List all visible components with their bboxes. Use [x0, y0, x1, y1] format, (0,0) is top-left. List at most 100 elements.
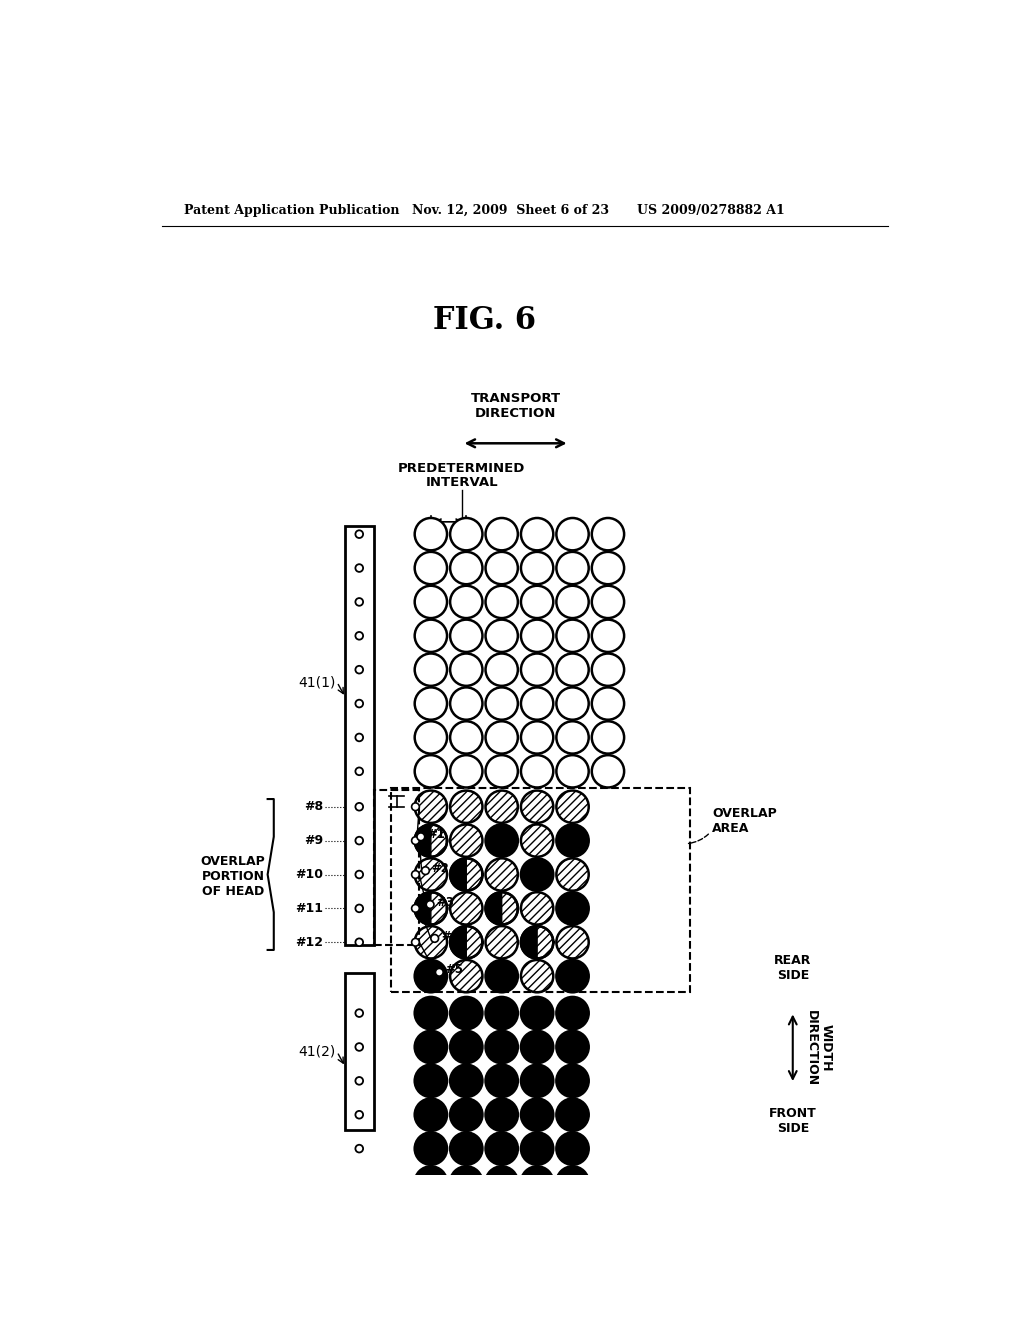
Circle shape	[426, 900, 434, 908]
Circle shape	[592, 721, 625, 754]
Circle shape	[592, 755, 625, 788]
Circle shape	[355, 1043, 364, 1051]
Circle shape	[355, 939, 364, 946]
Text: #4: #4	[441, 929, 459, 942]
Circle shape	[355, 665, 364, 673]
Circle shape	[556, 552, 589, 585]
Circle shape	[485, 586, 518, 618]
Circle shape	[422, 867, 429, 875]
Circle shape	[592, 653, 625, 686]
Text: #1: #1	[427, 828, 444, 841]
Circle shape	[485, 688, 518, 719]
Circle shape	[521, 892, 553, 924]
Text: TRANSPORT
DIRECTION: TRANSPORT DIRECTION	[470, 392, 560, 420]
Circle shape	[355, 734, 364, 742]
Circle shape	[556, 997, 589, 1030]
Circle shape	[485, 1031, 518, 1063]
Circle shape	[521, 755, 553, 788]
Circle shape	[355, 1111, 364, 1118]
Circle shape	[485, 1098, 518, 1131]
Text: #9: #9	[304, 834, 323, 847]
Polygon shape	[451, 927, 466, 958]
Circle shape	[415, 927, 447, 958]
Text: FIG. 6: FIG. 6	[433, 305, 537, 335]
Text: 41(2): 41(2)	[298, 1044, 336, 1059]
Circle shape	[412, 803, 419, 810]
Circle shape	[485, 552, 518, 585]
Circle shape	[556, 960, 589, 993]
Circle shape	[451, 721, 482, 754]
Circle shape	[451, 1200, 482, 1233]
Circle shape	[556, 1200, 589, 1233]
Circle shape	[355, 564, 364, 572]
Circle shape	[355, 1179, 364, 1187]
Circle shape	[355, 1144, 364, 1152]
Circle shape	[521, 1200, 553, 1233]
Circle shape	[485, 825, 518, 857]
Circle shape	[415, 755, 447, 788]
Circle shape	[415, 858, 447, 891]
Text: FRONT
SIDE: FRONT SIDE	[769, 1107, 816, 1135]
Circle shape	[556, 1031, 589, 1063]
Text: US 2009/0278882 A1: US 2009/0278882 A1	[637, 205, 785, 218]
Circle shape	[355, 837, 364, 845]
Circle shape	[556, 586, 589, 618]
Circle shape	[556, 927, 589, 958]
Text: WIDTH
DIRECTION: WIDTH DIRECTION	[805, 1010, 834, 1086]
Circle shape	[415, 1031, 447, 1063]
Circle shape	[521, 927, 553, 958]
Circle shape	[485, 892, 518, 924]
Circle shape	[355, 531, 364, 539]
Circle shape	[415, 1167, 447, 1199]
Circle shape	[451, 1167, 482, 1199]
Circle shape	[556, 892, 589, 924]
Circle shape	[521, 1031, 553, 1063]
Circle shape	[415, 619, 447, 652]
Circle shape	[521, 552, 553, 585]
Circle shape	[556, 688, 589, 719]
Circle shape	[451, 755, 482, 788]
Circle shape	[451, 927, 482, 958]
Circle shape	[521, 858, 553, 891]
Circle shape	[485, 1065, 518, 1097]
Circle shape	[355, 904, 364, 912]
Polygon shape	[521, 927, 538, 958]
Text: Nov. 12, 2009  Sheet 6 of 23: Nov. 12, 2009 Sheet 6 of 23	[412, 205, 608, 218]
Circle shape	[355, 767, 364, 775]
Circle shape	[451, 791, 482, 822]
Circle shape	[485, 960, 518, 993]
Circle shape	[592, 586, 625, 618]
Circle shape	[417, 833, 425, 841]
Circle shape	[556, 1098, 589, 1131]
Circle shape	[521, 619, 553, 652]
Circle shape	[451, 1133, 482, 1164]
Circle shape	[485, 858, 518, 891]
Circle shape	[355, 1077, 364, 1085]
Text: #12: #12	[295, 936, 323, 949]
Circle shape	[435, 969, 443, 977]
Polygon shape	[415, 825, 431, 857]
Circle shape	[451, 517, 482, 550]
Circle shape	[451, 688, 482, 719]
Circle shape	[485, 1133, 518, 1164]
Circle shape	[415, 791, 447, 822]
Circle shape	[556, 1133, 589, 1164]
Circle shape	[556, 517, 589, 550]
Circle shape	[415, 1133, 447, 1164]
Polygon shape	[415, 892, 431, 924]
Circle shape	[485, 517, 518, 550]
Circle shape	[415, 1098, 447, 1131]
Circle shape	[556, 825, 589, 857]
Text: #10: #10	[295, 869, 323, 880]
Circle shape	[521, 960, 553, 993]
Text: PREDETERMINED
INTERVAL: PREDETERMINED INTERVAL	[398, 462, 525, 490]
Circle shape	[485, 653, 518, 686]
Polygon shape	[485, 892, 502, 924]
Circle shape	[556, 1167, 589, 1199]
Circle shape	[451, 892, 482, 924]
Circle shape	[451, 997, 482, 1030]
Text: OVERLAP
PORTION
OF HEAD: OVERLAP PORTION OF HEAD	[201, 854, 265, 898]
Circle shape	[415, 653, 447, 686]
Circle shape	[521, 586, 553, 618]
Circle shape	[521, 721, 553, 754]
